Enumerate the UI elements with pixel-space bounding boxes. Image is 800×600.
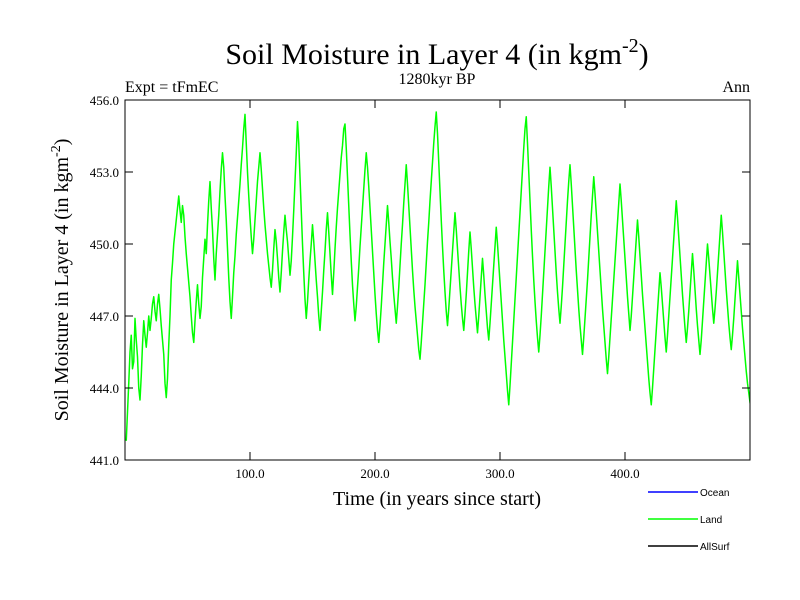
y-axis-label: Soil Moisture in Layer 4 (in kgm-2) [49, 139, 73, 422]
legend-label-allsurf: AllSurf [700, 542, 730, 553]
experiment-label: Expt = tFmEC [125, 79, 218, 96]
legend-label-land: Land [700, 515, 722, 526]
x-axis-ticks: 100.0 200.0 300.0 400.0 [235, 100, 640, 481]
chart-title: Soil Moisture in Layer 4 (in kgm-2) [225, 35, 648, 71]
y-tick-label: 456.0 [90, 93, 119, 108]
y-axis-ticks: 441.0 444.0 447.0 450.0 453.0 456.0 [90, 93, 750, 468]
x-tick-label: 400.0 [610, 466, 639, 481]
series-line-land [125, 111, 750, 441]
plot-frame [124, 99, 751, 461]
y-tick-label: 447.0 [90, 309, 119, 324]
legend-label-ocean: Ocean [700, 488, 729, 499]
chart-subtitle: 1280kyr BP [399, 71, 476, 88]
x-axis-label: Time (in years since start) [333, 488, 541, 510]
x-tick-label: 200.0 [360, 466, 389, 481]
season-label: Ann [722, 79, 750, 96]
x-tick-label: 100.0 [235, 466, 264, 481]
legend: Ocean Land AllSurf [648, 488, 730, 553]
y-tick-label: 444.0 [90, 381, 119, 396]
x-tick-label: 300.0 [485, 466, 514, 481]
y-tick-label: 441.0 [90, 453, 119, 468]
y-tick-label: 450.0 [90, 237, 119, 252]
y-tick-label: 453.0 [90, 165, 119, 180]
